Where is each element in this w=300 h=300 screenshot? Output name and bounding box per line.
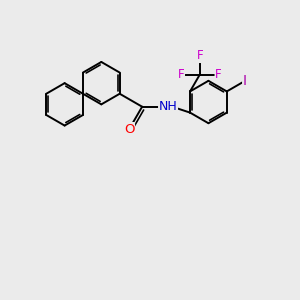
Text: F: F (178, 68, 184, 81)
Text: F: F (215, 68, 222, 81)
Text: NH: NH (159, 100, 177, 113)
Text: I: I (243, 74, 247, 88)
Text: O: O (124, 123, 134, 136)
Text: F: F (196, 50, 203, 62)
